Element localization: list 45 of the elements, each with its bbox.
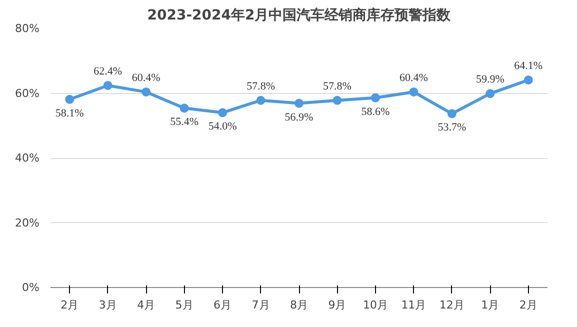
point <box>294 98 304 108</box>
x-tick-label: 2月 <box>60 298 79 312</box>
y-tick-label: 0% <box>22 281 40 294</box>
data-label: 60.4% <box>399 72 428 84</box>
point <box>332 96 342 105</box>
point <box>409 87 418 96</box>
data-label: 55.4% <box>170 116 199 128</box>
point <box>218 108 228 118</box>
y-tick-label: 60% <box>15 86 40 100</box>
x-tick-label: 7月 <box>252 298 270 312</box>
point <box>486 89 495 98</box>
y-tick-label: 20% <box>15 216 40 230</box>
point <box>180 104 189 113</box>
data-label: 64.1% <box>514 60 543 72</box>
x-tick-label: 9月 <box>328 298 346 312</box>
data-label: 54.0% <box>208 120 237 133</box>
x-tick-label: 5月 <box>175 298 194 312</box>
point <box>447 109 456 118</box>
point <box>103 80 112 90</box>
x-tick-label: 10月 <box>362 298 388 312</box>
x-tick-label: 4月 <box>137 298 156 312</box>
data-label: 57.8% <box>323 80 352 92</box>
point <box>142 87 151 96</box>
x-tick-label: 6月 <box>214 298 232 312</box>
x-tick-label: 12月 <box>439 298 464 312</box>
x-tick-label: 11月 <box>401 298 426 312</box>
x-tick-label: 2月 <box>519 298 538 312</box>
data-label: 58.6% <box>361 106 390 118</box>
x-tick-label: 3月 <box>98 298 117 312</box>
chart-title: 2023-2024年2月中国汽车经销商库存预警指数 <box>147 6 452 24</box>
point <box>256 96 266 105</box>
data-label: 56.9% <box>284 111 314 124</box>
y-tick-label: 40% <box>15 152 40 164</box>
point <box>65 94 74 104</box>
data-label: 59.9% <box>476 74 504 86</box>
point <box>524 75 533 84</box>
x-tick-label: 1月 <box>481 298 500 312</box>
data-label: 62.4% <box>94 65 122 78</box>
point <box>370 93 380 102</box>
y-tick-label: 80% <box>15 22 40 35</box>
data-label: 53.7% <box>438 122 466 134</box>
data-label: 57.8% <box>246 80 275 92</box>
data-label: 58.1% <box>55 107 84 120</box>
data-label: 60.4% <box>132 72 160 84</box>
x-tick-label: 8月 <box>290 298 308 312</box>
